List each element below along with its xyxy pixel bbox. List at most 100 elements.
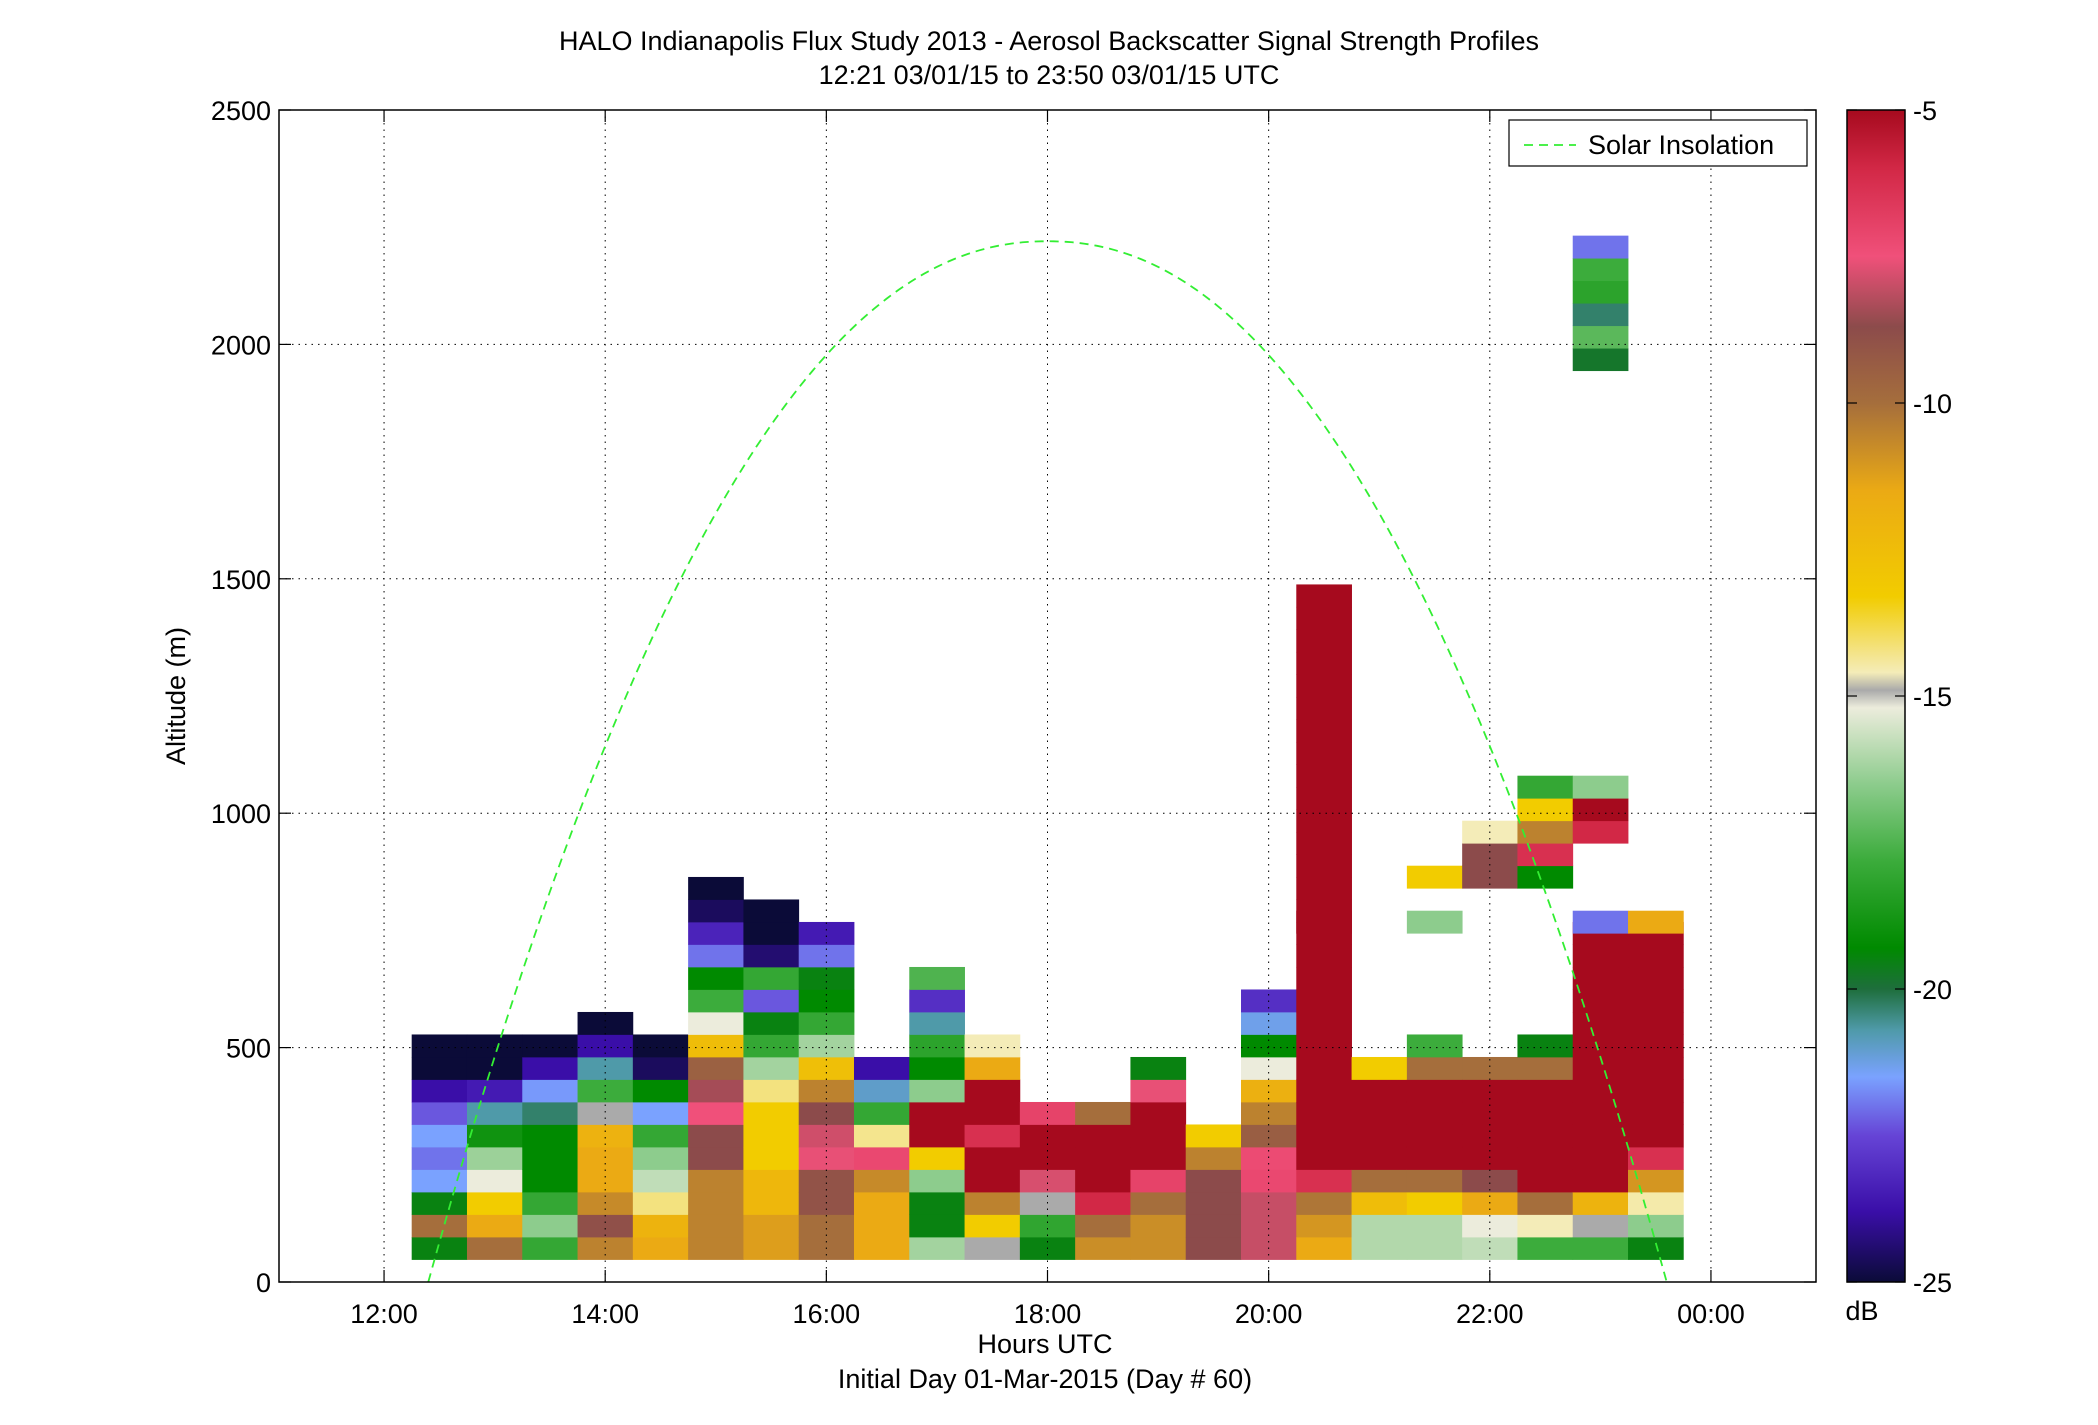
x-tick-labels: 12:00 14:00 16:00 18:00 20:00 22:00 00:00	[350, 1299, 1744, 1329]
heatmap-cell	[688, 1034, 744, 1058]
heatmap-cell	[522, 1237, 578, 1260]
heatmap-cell	[688, 1169, 744, 1193]
heatmap-cell	[688, 899, 744, 923]
heatmap-cell	[1406, 910, 1463, 934]
heatmap-cell	[1406, 1237, 1463, 1260]
heatmap-cell	[1075, 1101, 1131, 1125]
heatmap-cell	[743, 1169, 800, 1193]
heatmap-cell	[909, 989, 965, 1013]
heatmap-cell	[632, 1034, 689, 1058]
heatmap-cell	[1019, 1169, 1076, 1193]
heatmap-cell	[1130, 1056, 1187, 1080]
heatmap-cell	[1296, 1237, 1352, 1260]
heatmap-cell	[1572, 1214, 1629, 1238]
heatmap-cell	[688, 989, 744, 1013]
heatmap-cell	[1462, 1214, 1518, 1238]
heatmap-cell	[1351, 1056, 1408, 1080]
colorbar-label: dB	[1845, 1296, 1878, 1326]
heatmap-cell	[909, 1101, 965, 1125]
heatmap-cell	[743, 899, 800, 923]
colorbar-tick-label: -15	[1913, 682, 1952, 712]
heatmap-cell	[411, 1169, 468, 1193]
heatmap-cell	[1351, 1237, 1408, 1260]
heatmap-cell	[577, 1169, 634, 1193]
heatmap-cell	[909, 1191, 965, 1215]
heatmap-cell	[743, 989, 800, 1013]
heatmap-cell	[688, 1237, 744, 1260]
heatmap-cell	[1628, 1124, 1684, 1148]
heatmap-cell	[1628, 1214, 1684, 1238]
heatmap-cell	[1406, 1056, 1463, 1080]
heatmap-cell	[1628, 1169, 1684, 1193]
heatmap-cell	[577, 1079, 634, 1103]
heatmap-cell	[1296, 1214, 1352, 1238]
heatmap-cell	[411, 1146, 468, 1170]
heatmap-cell	[411, 1034, 468, 1058]
heatmap-cell	[632, 1237, 689, 1260]
heatmap-cell	[964, 1191, 1021, 1215]
heatmap-cell	[1296, 1191, 1352, 1215]
heatmap-cell	[1406, 1191, 1463, 1215]
heatmap-cell	[1406, 1146, 1463, 1170]
heatmap-cell	[964, 1124, 1021, 1148]
x-tick-label: 00:00	[1677, 1299, 1745, 1329]
heatmap-cell	[1572, 775, 1629, 799]
heatmap-cell	[853, 1146, 910, 1170]
solar-insolation-curve	[427, 240, 1668, 1283]
heatmap-cell	[964, 1146, 1021, 1170]
heatmap-cell	[1296, 1101, 1352, 1125]
heatmap-cell	[964, 1034, 1021, 1058]
colorbar-tick-label: -20	[1913, 975, 1952, 1005]
heatmap-cell	[1241, 1146, 1297, 1170]
heatmap-cell	[411, 1124, 468, 1148]
heatmap-cell	[1351, 1214, 1408, 1238]
heatmap-cell	[1572, 966, 1629, 990]
heatmap-cell	[1130, 1237, 1187, 1260]
heatmap-cell	[1296, 741, 1352, 765]
heatmap-cell	[1075, 1169, 1131, 1193]
heatmap-cell	[1241, 1124, 1297, 1148]
heatmap-cell	[1130, 1191, 1187, 1215]
heatmap-cell	[1296, 831, 1352, 855]
heatmap-cell	[688, 944, 744, 968]
heatmap-cell	[1517, 1214, 1574, 1238]
heatmap-cell	[522, 1169, 578, 1193]
heatmap-cell	[1075, 1146, 1131, 1170]
heatmap-cell	[466, 1169, 523, 1193]
legend-solar-label: Solar Insolation	[1588, 130, 1774, 160]
heatmap-cell	[1628, 1101, 1684, 1125]
heatmap-cell	[743, 1101, 800, 1125]
heatmap-cell	[522, 1124, 578, 1148]
heatmap-cell	[1572, 1079, 1629, 1103]
heatmap-cell	[466, 1214, 523, 1238]
heatmap-cell	[1241, 1101, 1297, 1125]
heatmap-cell	[853, 1101, 910, 1125]
heatmap-cell	[1406, 1034, 1463, 1058]
heatmap-cell	[1296, 989, 1352, 1013]
heatmap-cell	[1628, 1011, 1684, 1035]
heatmap-cell	[1075, 1237, 1131, 1260]
heatmap-cell	[798, 966, 855, 990]
heatmap-cell	[1296, 629, 1352, 653]
heatmap-cell	[577, 1101, 634, 1125]
heatmap-cell	[466, 1034, 523, 1058]
x-axis-sublabel: Initial Day 01-Mar-2015 (Day # 60)	[838, 1364, 1252, 1394]
heatmap-cell	[909, 1237, 965, 1260]
heatmap-cell	[688, 921, 744, 945]
heatmap-cell	[1517, 1191, 1574, 1215]
heatmap-cell	[1572, 1034, 1629, 1058]
heatmap-cell	[1572, 258, 1629, 282]
heatmap-cell	[964, 1101, 1021, 1125]
heatmap-cell	[743, 1191, 800, 1215]
heatmap-cell	[1572, 348, 1629, 372]
heatmap-cell	[1296, 944, 1352, 968]
heatmap-cell	[1406, 865, 1463, 889]
heatmap-cell	[1351, 1079, 1408, 1103]
heatmap-cell	[1628, 1034, 1684, 1058]
heatmap-cell	[1517, 1079, 1574, 1103]
heatmap-cell	[1462, 1124, 1518, 1148]
heatmap-cell	[1572, 798, 1629, 822]
heatmap-cell	[1241, 1169, 1297, 1193]
heatmap-cell	[1296, 719, 1352, 743]
heatmap-cell	[1572, 1124, 1629, 1148]
